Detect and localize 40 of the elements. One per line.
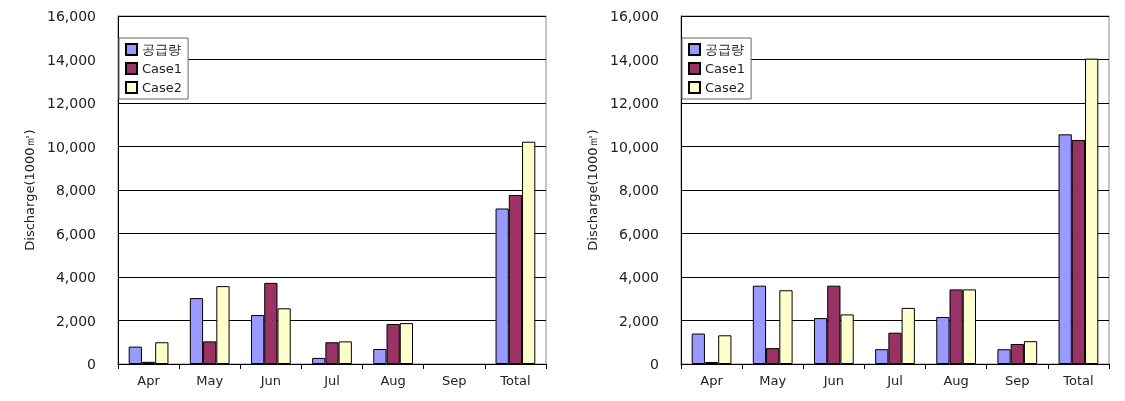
y-tick-label: 0 xyxy=(87,356,96,372)
x-tick-label: Total xyxy=(499,373,531,388)
y-tick-label: 14,000 xyxy=(47,51,96,68)
legend-label: Case2 xyxy=(142,80,183,95)
legend-label: Case2 xyxy=(705,80,746,95)
legend-label: Case1 xyxy=(705,61,746,76)
y-tick-label: 16,000 xyxy=(47,8,96,24)
y-tick-label: 14,000 xyxy=(610,51,659,68)
legend-label: 공급량 xyxy=(705,42,744,57)
x-tick-label: Jul xyxy=(886,373,903,388)
x-tick-label: Total xyxy=(1062,373,1094,388)
y-tick-label: 4,000 xyxy=(55,269,96,285)
y-tick-label: 10,000 xyxy=(610,138,659,155)
y-tick-label: 8,000 xyxy=(55,182,96,198)
x-tick-label: Sep xyxy=(442,373,467,388)
x-tick-label: Apr xyxy=(137,373,161,388)
y-tick-label: 6,000 xyxy=(618,225,659,242)
y-tick-label: 0 xyxy=(650,356,659,372)
y-tick-label: 2,000 xyxy=(55,312,96,329)
x-tick-label: Apr xyxy=(700,373,724,388)
y-tick-label: 8,000 xyxy=(618,182,659,198)
y-tick-label: 16,000 xyxy=(610,8,659,24)
y-tick-label: 4,000 xyxy=(618,269,659,285)
x-tick-label: Aug xyxy=(380,373,406,388)
y-tick-label: 6,000 xyxy=(55,225,96,242)
x-tick-label: May xyxy=(759,373,787,388)
y-tick-label: 10,000 xyxy=(47,138,96,155)
x-tick-label: Jul xyxy=(323,373,340,388)
legend-label: 공급량 xyxy=(142,42,181,57)
x-tick-label: Sep xyxy=(1005,373,1030,388)
y-axis-title: Discharge(1000㎥) xyxy=(585,129,600,251)
y-axis-title: Discharge(1000㎥) xyxy=(22,129,37,251)
x-tick-label: Jun xyxy=(822,373,845,388)
x-tick-label: Aug xyxy=(943,373,969,388)
legend-label: Case1 xyxy=(142,61,183,76)
x-tick-label: May xyxy=(196,373,224,388)
y-tick-label: 12,000 xyxy=(47,95,96,111)
x-tick-label: Jun xyxy=(259,373,282,388)
y-tick-label: 2,000 xyxy=(618,312,659,329)
y-tick-label: 12,000 xyxy=(610,95,659,111)
